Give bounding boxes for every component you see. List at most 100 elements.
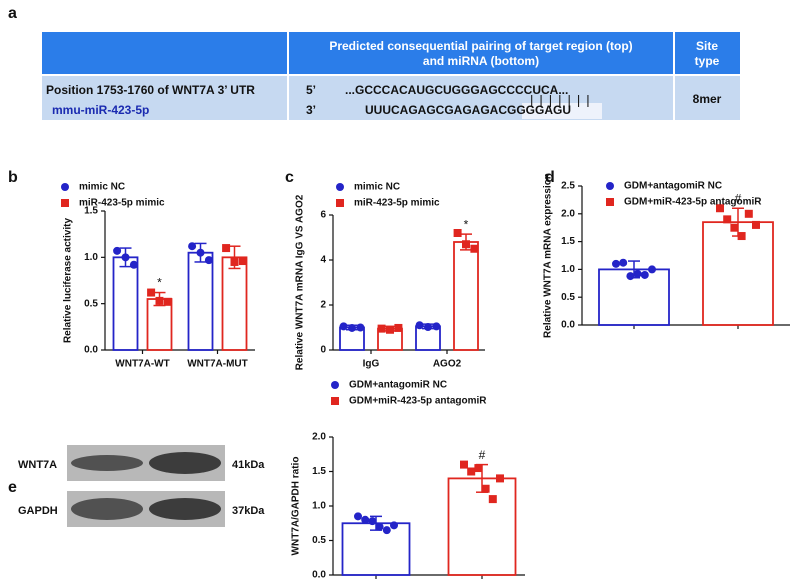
legend-marker <box>331 381 339 389</box>
y-tick-label: 1.0 <box>84 252 98 263</box>
data-point <box>390 521 398 530</box>
panel-label: e <box>8 479 17 496</box>
data-point <box>619 258 628 267</box>
y-axis-label: Relative luciferase activity <box>63 218 74 344</box>
bar <box>146 298 173 351</box>
data-point <box>633 269 642 278</box>
y-tick-label: 1.5 <box>84 206 98 217</box>
data-point <box>626 272 635 281</box>
data-point <box>129 260 138 269</box>
legend-marker <box>606 182 614 190</box>
data-point <box>348 323 356 332</box>
data-point <box>744 209 753 218</box>
data-point <box>121 253 130 262</box>
blot-band <box>71 455 143 471</box>
legend-marker <box>61 183 69 191</box>
data-point <box>648 265 656 274</box>
y-tick-label: 0.0 <box>561 320 575 331</box>
x-tick-label: WNT7A-MUT <box>187 359 248 370</box>
data-point <box>424 323 432 332</box>
legend-label: mimic NC <box>79 182 125 193</box>
data-point <box>382 526 391 535</box>
blot-name: WNT7A <box>18 459 57 471</box>
data-point <box>368 517 377 526</box>
blot-name: GAPDH <box>18 505 58 517</box>
y-tick-label: 0.0 <box>84 345 98 356</box>
panel-label: c <box>285 169 294 186</box>
legend-marker <box>336 183 344 191</box>
table-cell: UUUCAGAGCGAGAGACGGGGAGU <box>365 103 571 117</box>
y-tick-label: 1.0 <box>312 501 326 512</box>
data-point <box>481 484 490 493</box>
legend-label: miR-423-5p mimic <box>354 198 440 209</box>
table-cell: 8mer <box>693 92 722 106</box>
table-cell: ||||||| <box>530 92 596 107</box>
data-point <box>730 223 739 232</box>
data-point <box>113 246 122 255</box>
data-point <box>496 474 504 483</box>
data-point <box>460 460 468 469</box>
data-point <box>415 321 424 330</box>
legend-label: GDM+antagomiR NC <box>349 380 447 391</box>
y-tick-label: 1.0 <box>561 264 575 275</box>
data-point <box>361 515 370 524</box>
bar <box>453 241 479 351</box>
legend-label: GDM+antagomiR NC <box>624 181 722 192</box>
significance: * <box>157 276 162 290</box>
data-point <box>222 244 231 253</box>
data-point <box>467 467 476 476</box>
y-tick-label: 0.5 <box>84 298 98 309</box>
data-point <box>377 324 386 333</box>
bar <box>112 256 139 351</box>
data-point <box>354 512 362 521</box>
data-point <box>386 325 394 334</box>
legend-marker <box>61 199 69 207</box>
data-point <box>356 323 365 332</box>
panel-label: b <box>8 169 18 186</box>
data-point <box>163 297 172 306</box>
data-point <box>474 464 483 473</box>
legend-marker <box>331 397 339 405</box>
data-point <box>188 242 197 251</box>
y-tick-label: 6 <box>320 210 326 221</box>
x-tick-label: IgG <box>363 359 380 370</box>
data-point <box>339 322 348 331</box>
y-tick-label: 0 <box>320 345 326 356</box>
bar <box>341 522 411 576</box>
data-point <box>470 244 479 253</box>
data-point <box>752 220 760 229</box>
blot-band <box>149 498 221 520</box>
data-point <box>230 257 239 266</box>
y-axis-label: Relative WNT7A mRNA IgG VS AGO2 <box>295 194 306 370</box>
data-point <box>716 204 724 213</box>
data-point <box>723 215 732 224</box>
legend-marker <box>336 199 344 207</box>
blot-size: 41kDa <box>232 459 265 471</box>
legend-marker <box>606 198 614 206</box>
data-point <box>375 522 384 531</box>
header-text: type <box>695 54 720 68</box>
y-tick-label: 4 <box>320 255 326 266</box>
legend-label: GDM+miR-423-5p antagomiR <box>624 197 762 208</box>
bar <box>221 256 248 351</box>
table-row <box>42 76 740 120</box>
data-point <box>155 296 164 305</box>
y-tick-label: 0.5 <box>561 292 575 303</box>
significance: # <box>735 191 742 205</box>
y-tick-label: 1.5 <box>561 236 575 247</box>
data-point <box>640 270 649 279</box>
y-tick-label: 0.5 <box>312 535 326 546</box>
data-point <box>238 257 247 266</box>
significance: * <box>464 217 469 231</box>
seed-highlight <box>522 103 602 119</box>
data-point <box>204 256 213 265</box>
data-point <box>612 259 620 268</box>
panel-label: d <box>545 169 555 186</box>
y-axis-label: WNT7A/GAPDH ratio <box>291 457 302 556</box>
y-axis-label: Relative WNT7A mRNA expression <box>543 173 554 338</box>
legend-label: mimic NC <box>354 182 400 193</box>
blot-size: 37kDa <box>232 505 265 517</box>
data-point <box>432 322 441 331</box>
significance: # <box>479 448 486 462</box>
